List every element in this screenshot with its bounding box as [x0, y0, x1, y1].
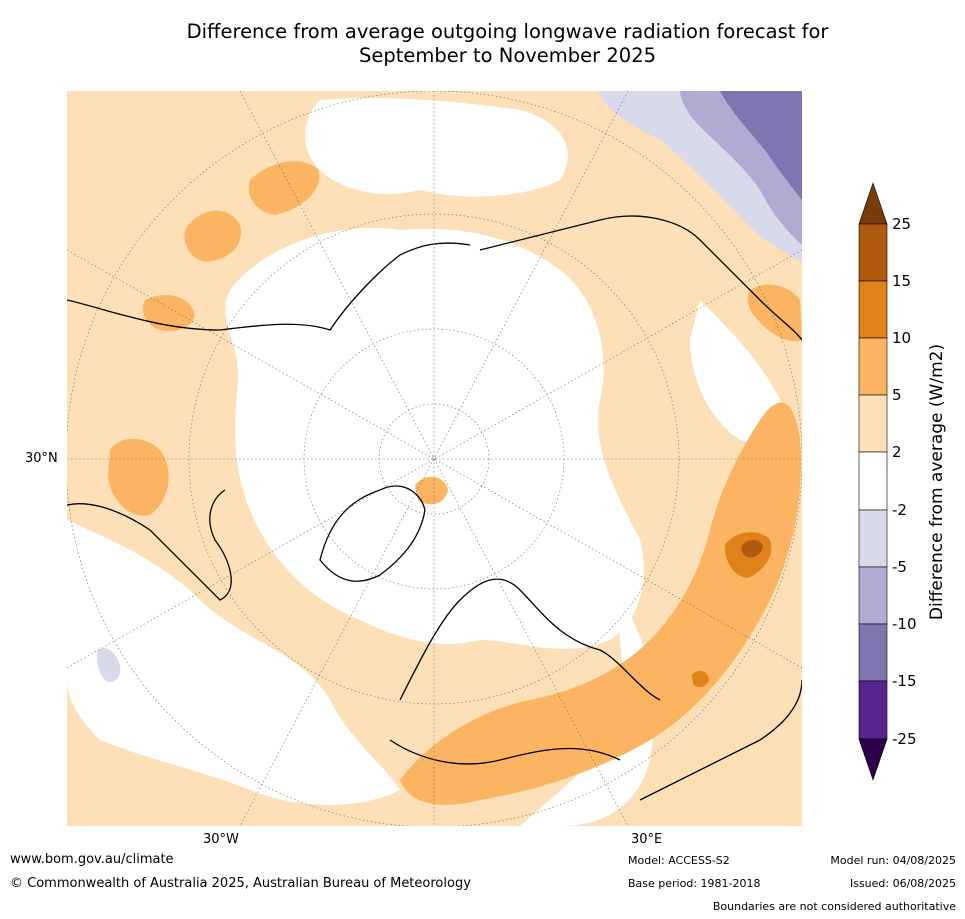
colorbar-swatch-neg10-neg5	[858, 566, 888, 625]
colorbar-tick-label: 10	[892, 329, 912, 347]
footer-boundaries-note: Boundaries are not considered authoritat…	[712, 900, 956, 913]
footer-copyright: © Commonwealth of Australia 2025, Austra…	[10, 876, 471, 891]
north-pacific-neutral	[305, 98, 568, 197]
middle-east-anomaly-10-15	[692, 670, 709, 688]
footer-model-run: Model run: 04/08/2025	[830, 854, 956, 867]
colorbar-swatch-2-5	[858, 394, 888, 453]
colorbar-title: Difference from average (W/m2)	[927, 343, 947, 621]
arctic-neutral-region	[225, 228, 644, 649]
colorbar-tick-label: 2	[892, 443, 902, 461]
colorbar-extend-low	[858, 738, 888, 781]
meridian-30	[239, 91, 629, 826]
colorbar-swatch-15-25	[858, 223, 888, 282]
colorbar-tick-label: 15	[892, 272, 912, 290]
east-asia-neutral	[690, 300, 783, 443]
colorbar-tick-label: -10	[892, 615, 917, 633]
meridian-60	[67, 249, 802, 669]
footer-url-link[interactable]: www.bom.gov.au/climate	[10, 852, 174, 867]
europe-coastline	[389, 578, 661, 765]
pacific-warm-patch-3	[142, 295, 195, 332]
footer-base-period: Base period: 1981-2018	[628, 877, 761, 890]
colorbar-swatch-neg5-neg2	[858, 509, 888, 568]
longitude-label-30e: 30°E	[631, 832, 663, 847]
pacific-warm-patch-1	[184, 210, 241, 262]
greenland-coastline	[319, 485, 426, 582]
map-title-line-1: Difference from average outgoing longwav…	[186, 20, 829, 43]
colorbar-tick-label: -15	[892, 672, 917, 690]
colorbar-swatch-neg2-2	[858, 451, 888, 511]
coastlines	[67, 215, 802, 801]
colorbar-tick-label: -2	[892, 501, 907, 519]
indian-neutral	[520, 600, 654, 826]
colorbar-extend-high	[858, 182, 888, 225]
greenland-warm-patch	[415, 476, 448, 505]
colorbar-swatch-neg15-neg10	[858, 623, 888, 682]
north-america-warm	[108, 438, 169, 516]
atlantic-negative-patch	[96, 648, 121, 683]
footer-issued: Issued: 06/08/2025	[849, 877, 956, 890]
meridian-150	[239, 91, 629, 826]
anomaly-field	[67, 91, 802, 826]
colorbar-swatch-5-10	[858, 337, 888, 396]
colorbar-tick-label: 5	[892, 386, 902, 404]
colorbar-tick-label: -25	[892, 730, 917, 748]
tibet-anomaly-15-25	[741, 539, 763, 558]
meridian-120	[67, 249, 802, 669]
map-title-line-2: September to November 2025	[358, 44, 657, 67]
colorbar-tick-label: -5	[892, 558, 907, 576]
europe-warm-band	[400, 402, 801, 805]
latitude-label-30n: 30°N	[25, 451, 58, 466]
colorbar-tick-label: 25	[892, 215, 912, 233]
negative-anomaly-10-15	[720, 91, 802, 200]
map-title: Difference from average outgoing longwav…	[60, 20, 955, 68]
siberia-warm-patch	[747, 284, 802, 342]
longitude-label-30w: 30°W	[203, 832, 239, 847]
pacific-warm-patch-2	[248, 161, 320, 215]
colorbar	[858, 182, 888, 781]
asia-coastline	[479, 215, 802, 801]
atlantic-neutral	[67, 520, 400, 805]
footer-model: Model: ACCESS-S2	[628, 854, 730, 867]
graticule	[67, 91, 802, 826]
colorbar-swatch-10-15	[858, 280, 888, 339]
colorbar-swatch-neg25-neg15	[858, 680, 888, 740]
north-america-coastline	[67, 242, 471, 601]
